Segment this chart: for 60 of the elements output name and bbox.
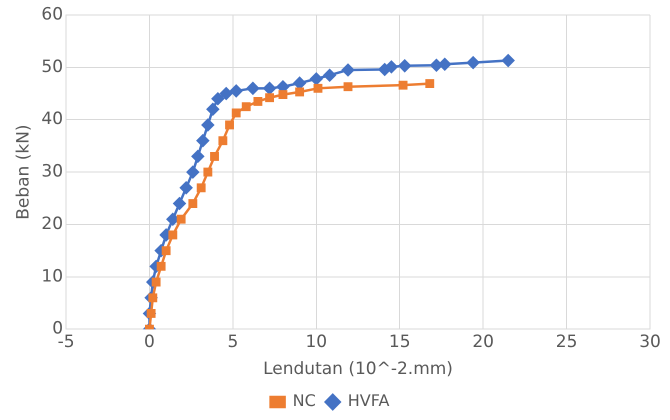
point [212,92,224,106]
point [323,68,336,82]
x-tick-label: 10 [305,332,328,352]
point [242,102,251,112]
point [152,278,161,286]
point [278,90,288,100]
point [168,230,178,240]
y-axis-title: Beban (kN) [14,124,34,220]
y-tick-label: 50 [41,56,64,77]
x-axis-title: Lendutan (10^-2.mm) [263,359,453,380]
point [344,82,352,92]
point [342,64,354,76]
point [176,214,186,224]
point [220,87,232,100]
point [430,59,443,72]
point [188,199,198,208]
point [173,197,186,210]
point [310,72,323,86]
point [425,79,434,88]
point [206,103,220,116]
point [466,56,480,69]
point [253,96,262,106]
x-tick-label: 25 [556,332,578,352]
legend-label: NC [292,391,316,410]
point [186,166,200,178]
point [218,136,228,146]
point [398,60,411,72]
point [438,58,452,70]
point [265,93,274,102]
y-tick-label: 20 [41,214,64,234]
point [162,246,171,256]
y-tick-label: 30 [41,162,64,182]
x-tick-label: 15 [388,332,411,352]
point [180,182,192,194]
x-tick-label: 0 [144,332,155,352]
point [385,60,398,74]
legend-label: HVFA [348,391,390,410]
point [232,108,241,118]
y-tick-label: 40 [41,109,64,130]
point [246,82,260,95]
point [230,84,242,98]
point [225,120,234,130]
x-tick-label: 5 [227,332,238,352]
point [192,150,204,163]
point [398,80,408,90]
y-tick-label: 10 [41,266,64,286]
point [196,183,206,192]
y-tick-label: 60 [41,4,64,24]
point [314,84,322,93]
y-tick-label: 0 [52,318,64,339]
point [295,88,304,96]
point [202,118,214,132]
point [502,54,514,67]
point [203,168,212,177]
point [210,152,219,161]
point [156,262,166,271]
point [263,82,276,95]
x-tick-label: 20 [472,332,494,352]
point [196,134,210,147]
x-tick-label: 30 [639,332,661,352]
